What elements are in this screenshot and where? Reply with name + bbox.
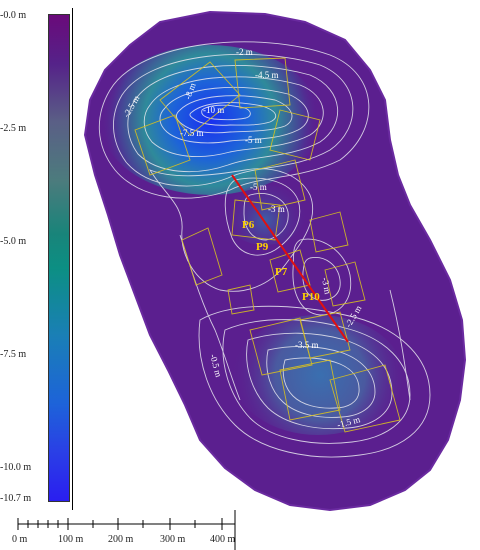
bathymetry-map: -2 m -4.5 m -2.5 m -8 m -10 m -7.5 m -5 … bbox=[83, 10, 467, 512]
legend-tick-5: -10.7 m bbox=[0, 493, 32, 504]
south-basin-shading bbox=[233, 315, 403, 435]
contour-lines bbox=[98, 41, 431, 458]
profile-label-p7: P7 bbox=[275, 266, 288, 278]
survey-footprints bbox=[134, 57, 401, 433]
depth-legend: -0.0 m -2.5 m -5.0 m -7.5 m -10.0 m -10.… bbox=[0, 0, 80, 510]
scale-label-100: 100 m bbox=[58, 534, 84, 545]
legend-tick-3: -7.5 m bbox=[0, 349, 27, 360]
profile-label-p10: P10 bbox=[302, 291, 320, 303]
contour-label: -3 m bbox=[268, 204, 285, 214]
scale-label-300: 300 m bbox=[160, 534, 186, 545]
scale-bar: 0 m 100 m 200 m 300 m 400 m bbox=[0, 510, 480, 550]
scale-bar-ruler bbox=[17, 510, 236, 550]
legend-tick-4: -10.0 m bbox=[0, 462, 32, 473]
contour-label: -3.5 m bbox=[295, 340, 319, 350]
scale-label-0: 0 m bbox=[12, 534, 28, 545]
contour-label: -7.5 m bbox=[180, 128, 204, 138]
profile-label-p9: P9 bbox=[256, 241, 269, 253]
scale-label-200: 200 m bbox=[108, 534, 134, 545]
depth-color-ramp bbox=[48, 14, 70, 502]
contour-label: -2 m bbox=[236, 47, 253, 57]
legend-tick-0: -0.0 m bbox=[0, 10, 27, 21]
contour-label: -5 m bbox=[250, 182, 267, 192]
profile-line bbox=[231, 174, 349, 343]
contour-label: -4.5 m bbox=[255, 70, 279, 80]
contour-label: -10 m bbox=[203, 105, 224, 115]
legend-tick-2: -5.0 m bbox=[0, 236, 27, 247]
scale-label-400: 400 m bbox=[210, 534, 236, 545]
contour-label: -3 m bbox=[320, 277, 333, 295]
contour-label: -5 m bbox=[245, 135, 262, 145]
legend-axis-line bbox=[72, 8, 73, 510]
profile-label-group: P6 P9 P7 P10 bbox=[242, 219, 320, 303]
legend-tick-1: -2.5 m bbox=[0, 123, 27, 134]
profile-label-p6: P6 bbox=[242, 219, 255, 231]
